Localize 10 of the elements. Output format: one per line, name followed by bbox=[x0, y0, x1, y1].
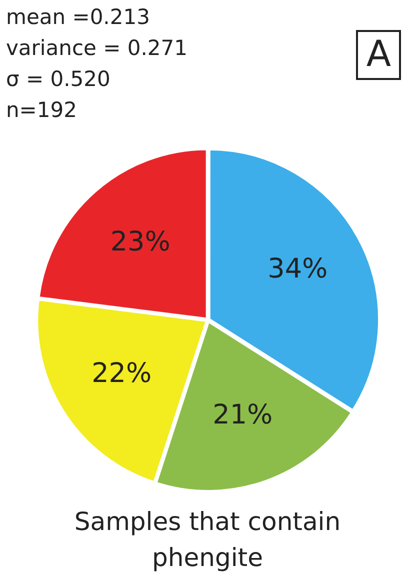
text: variance = 0.271 bbox=[6, 35, 188, 62]
text: Samples that contain phengite bbox=[73, 506, 342, 574]
data-label: 22% bbox=[92, 358, 152, 389]
text: mean =0.213 bbox=[6, 4, 151, 31]
text: σ = 0.520 bbox=[6, 66, 112, 93]
text: A bbox=[356, 30, 401, 80]
data-label: 23% bbox=[110, 226, 170, 258]
data-label: 34% bbox=[268, 254, 328, 285]
text: n=192 bbox=[6, 97, 78, 124]
data-label: 21% bbox=[212, 399, 273, 430]
